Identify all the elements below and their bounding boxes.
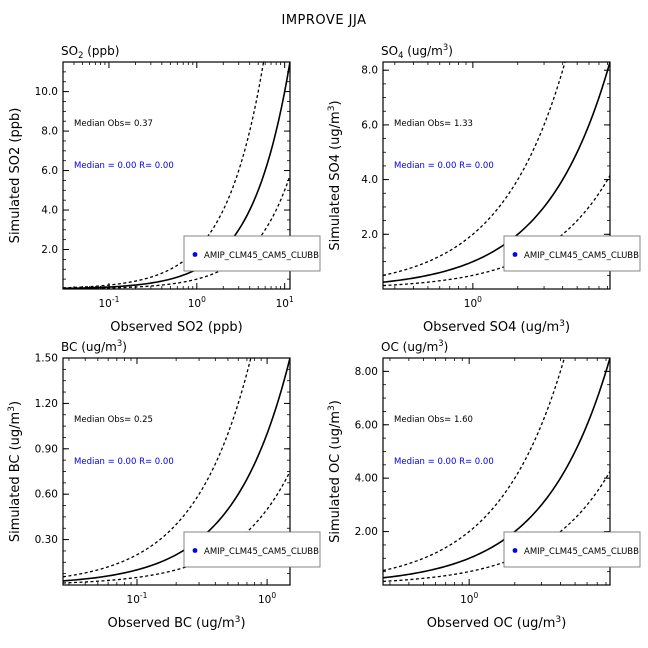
median-obs-annotation: Median Obs= 0.25 <box>74 415 153 425</box>
model-median-annotation: Median = 0.00 R= 0.00 <box>394 457 494 467</box>
x-axis-label: Observed BC (ug/m3​) <box>107 615 245 631</box>
scatter-panel-1: 2.0 4.0 6.0 8.0 10.0 10-1 100 101 SO2​ (ppb) Obse… <box>8 44 321 335</box>
y-tick-label: 0.90 <box>35 443 58 455</box>
y-tick-label: 1.20 <box>35 398 58 410</box>
y-tick-label: 4.00 <box>355 473 378 485</box>
legend-marker <box>512 252 518 257</box>
x-axis-label: Observed SO2 (ppb) <box>110 320 242 335</box>
y-tick-label: 2.00 <box>355 526 378 538</box>
y-tick-label: 2.0 <box>361 229 378 241</box>
x-tick-label: 100 <box>460 591 478 606</box>
y-tick-label: 6.0 <box>41 165 58 177</box>
y-tick-label: 0.30 <box>35 534 58 546</box>
legend-marker <box>192 548 198 553</box>
x-axis-label: Observed SO4 (ug/m3​) <box>423 319 570 335</box>
y-tick-label: 6.0 <box>361 119 378 131</box>
reference-line-2-to-1 <box>63 358 252 578</box>
y-tick-label: 8.0 <box>361 65 378 77</box>
x-tick-label: 100 <box>188 295 206 310</box>
median-obs-annotation: Median Obs= 1.60 <box>394 415 473 425</box>
panel-title: OC (ug/m3​) <box>381 338 448 354</box>
reference-line-2-to-1 <box>383 62 566 276</box>
y-axis-label: Simulated SO4 (ug/m3​) <box>327 100 343 250</box>
x-tick-label: 10-1 <box>127 591 148 606</box>
plot-frame <box>382 357 611 586</box>
reference-line-1-to-1 <box>383 358 610 579</box>
reference-line-2-to-1 <box>383 358 566 572</box>
legend-marker <box>192 252 198 257</box>
y-axis-label: Simulated SO2 (ppb) <box>8 108 23 244</box>
model-median-annotation: Median = 0.00 R= 0.00 <box>394 161 494 171</box>
legend-box <box>503 531 641 568</box>
legend-marker <box>512 548 518 553</box>
legend-box <box>503 235 641 272</box>
reference-line-1-to-1 <box>383 62 610 283</box>
model-median-annotation: Median = 0.00 R= 0.00 <box>74 161 174 171</box>
reference-line-2-to-1 <box>63 62 265 289</box>
median-obs-annotation: Median Obs= 1.33 <box>394 119 473 129</box>
plot-frame <box>382 61 611 290</box>
y-tick-label: 4.0 <box>361 174 378 186</box>
y-axis-label: Simulated OC (ug/m3​) <box>327 400 343 543</box>
x-tick-label: 101 <box>276 295 294 310</box>
panel-title: SO2​ (ppb) <box>61 44 119 60</box>
y-axis-label: Simulated BC (ug/m3​) <box>7 401 23 542</box>
scatter-panel-3: 0.30 0.60 0.90 1.20 1.50 10-1 100 BC (ug/m3​) Ob… <box>7 338 321 631</box>
model-median-annotation: Median = 0.00 R= 0.00 <box>74 457 174 467</box>
figure-title: IMPROVE JJA <box>282 13 367 28</box>
panel-title: SO4​ (ug/m3​) <box>381 42 453 60</box>
y-tick-label: 0.60 <box>35 489 58 501</box>
y-tick-label: 2.0 <box>41 244 58 256</box>
y-tick-label: 8.00 <box>355 366 378 378</box>
y-tick-label: 4.0 <box>41 205 58 217</box>
plot-frame <box>62 61 291 290</box>
scatter-panel-4: 2.00 4.00 6.00 8.00 100 OC (ug/m3​) Observed O… <box>327 338 641 631</box>
y-tick-label: 6.00 <box>355 419 378 431</box>
y-tick-label: 8.0 <box>41 126 58 138</box>
legend-label: AMIP_CLM45_CAM5_CLUBB <box>204 251 319 261</box>
reference-line-1-to-1 <box>63 62 290 289</box>
reference-line-1-to-2 <box>63 175 290 289</box>
x-tick-label: 10-1 <box>99 295 120 310</box>
panel-title: BC (ug/m3​) <box>61 338 127 354</box>
legend-box <box>183 235 321 272</box>
reference-line-1-to-1 <box>63 358 290 582</box>
legend-label: AMIP_CLM45_CAM5_CLUBB <box>204 547 319 557</box>
median-obs-annotation: Median Obs= 0.37 <box>74 119 153 129</box>
y-tick-label: 10.0 <box>35 86 58 98</box>
legend-label: AMIP_CLM45_CAM5_CLUBB <box>524 547 639 557</box>
legend-box <box>183 531 321 568</box>
y-tick-label: 1.50 <box>35 353 58 365</box>
x-tick-label: 100 <box>258 591 276 606</box>
x-axis-label: Observed OC (ug/m3​) <box>427 615 567 631</box>
scatter-panel-2: 2.0 4.0 6.0 8.0 100 SO4​ (ug/m3​) Observed SO4… <box>327 42 641 335</box>
x-tick-label: 100 <box>464 295 482 310</box>
legend-label: AMIP_CLM45_CAM5_CLUBB <box>524 251 639 261</box>
